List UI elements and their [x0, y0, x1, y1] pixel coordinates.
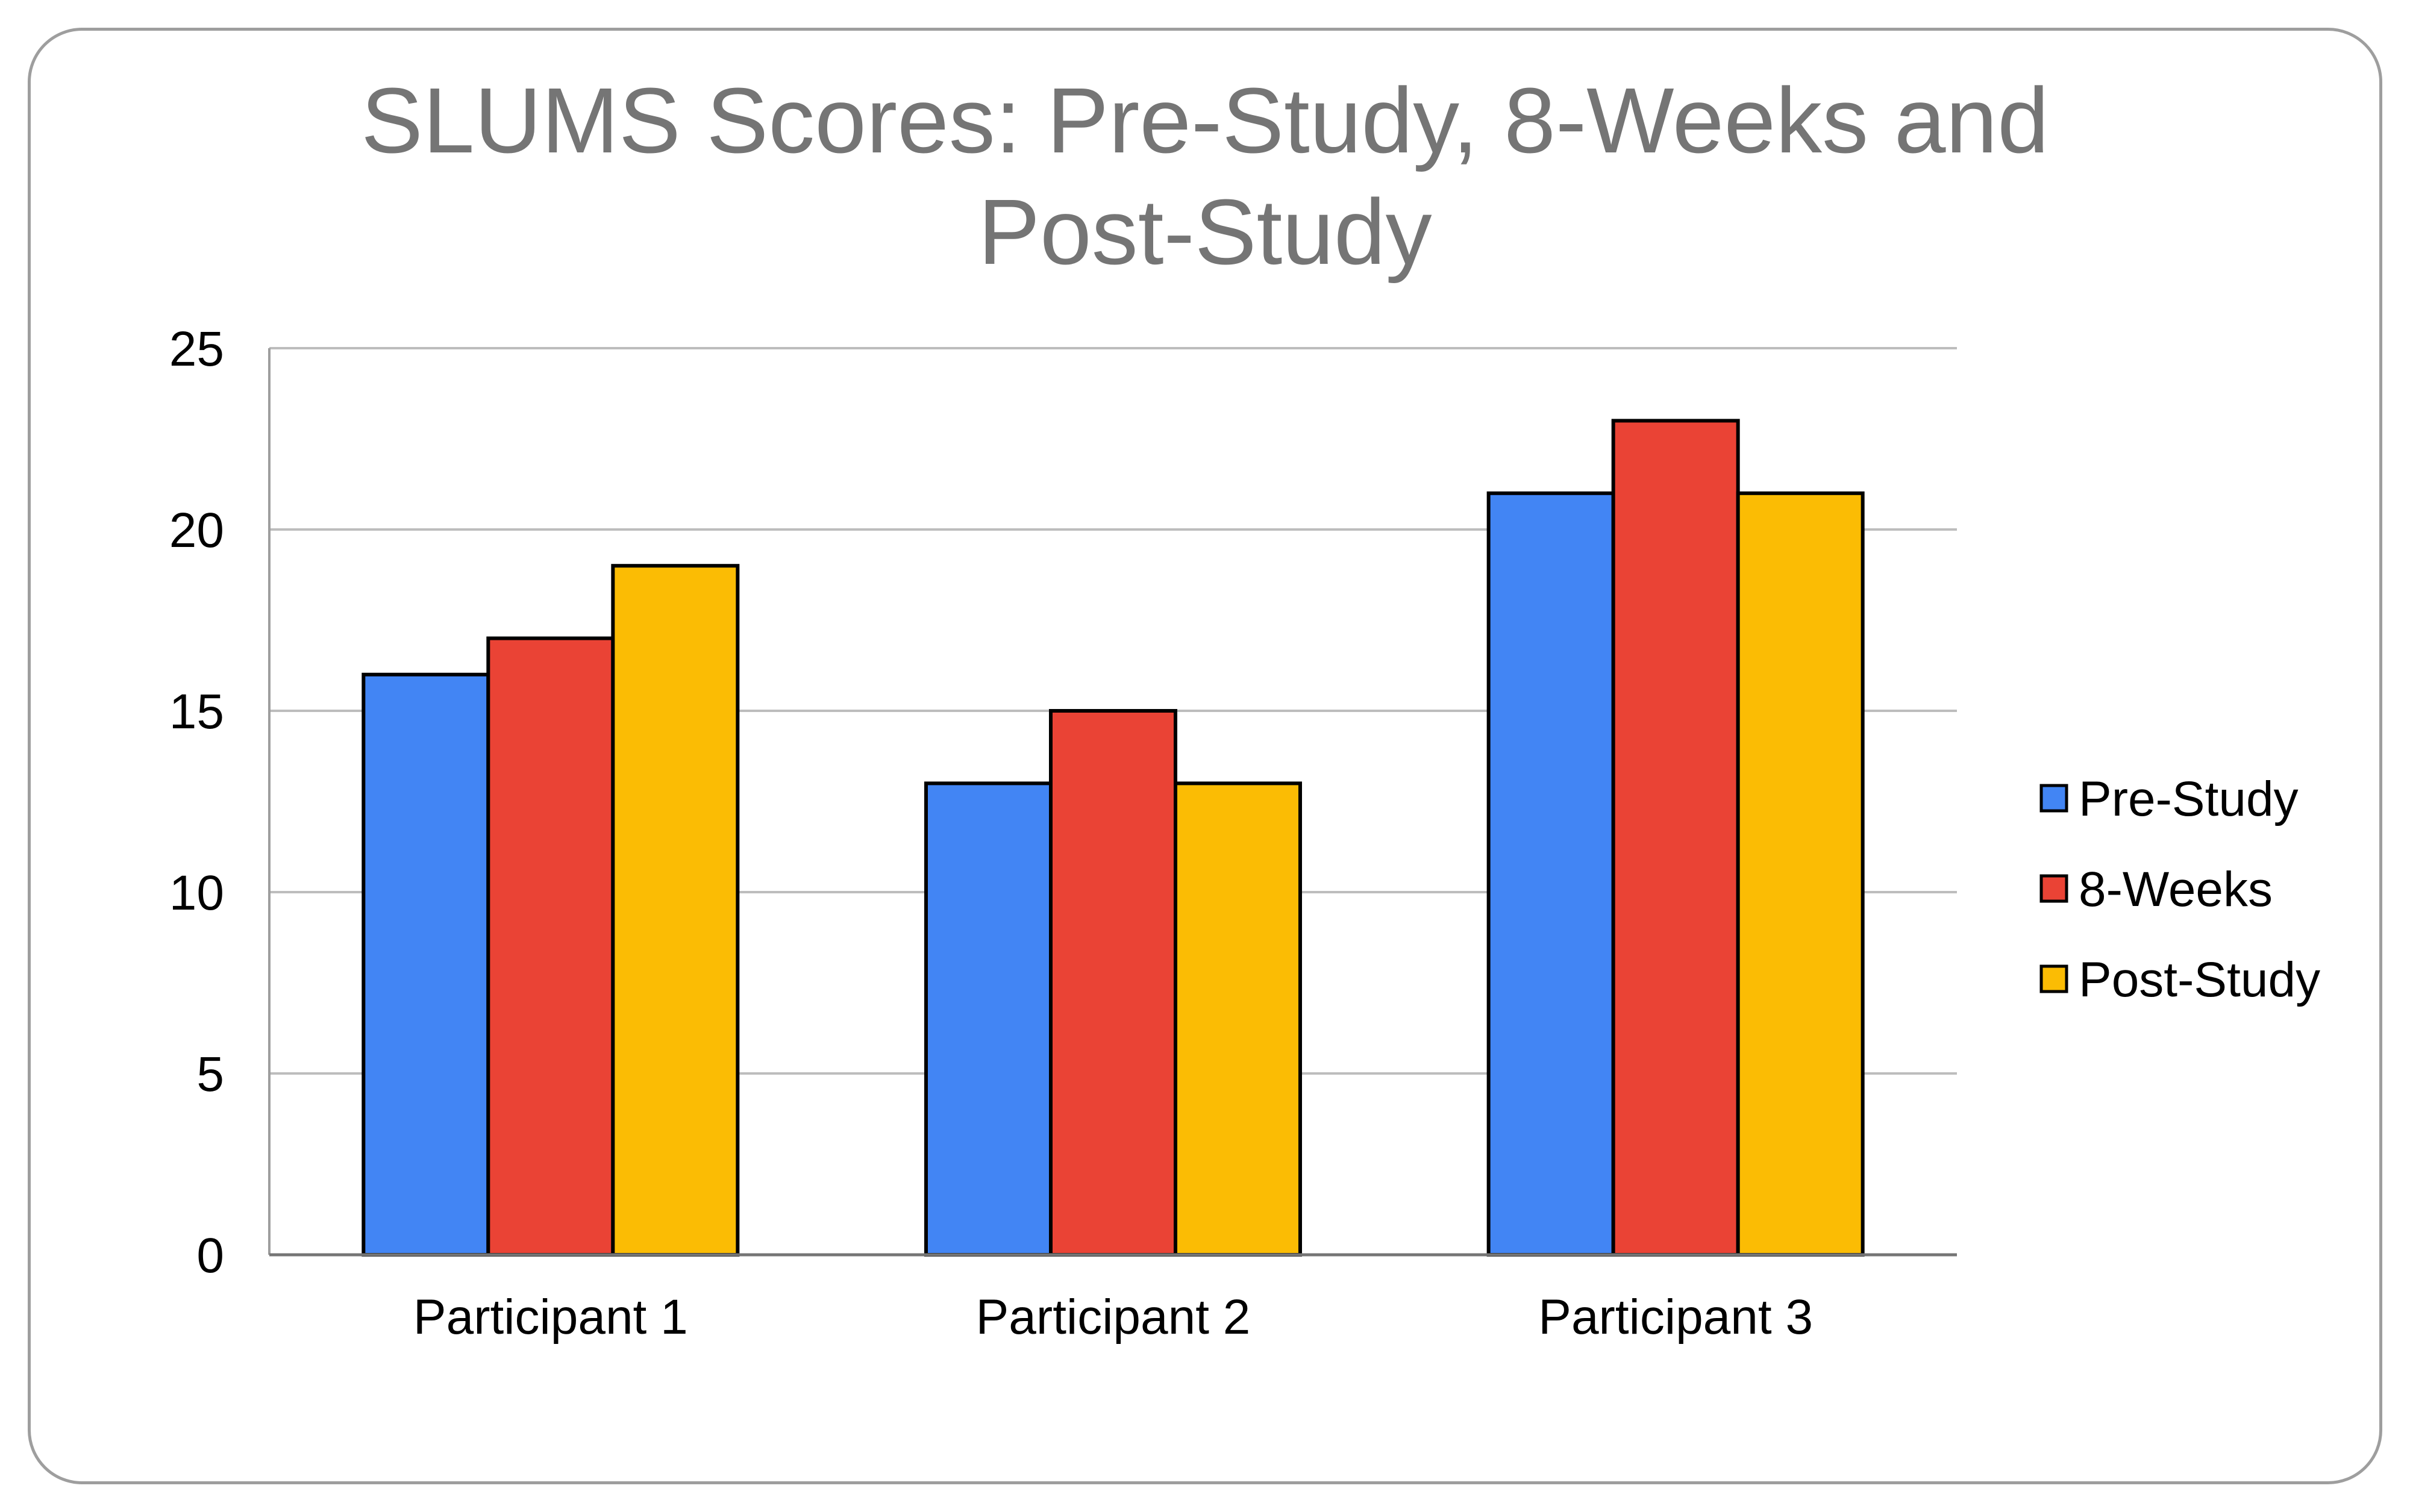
y-tick-label: 10 — [169, 866, 224, 920]
bar-pre-study-2 — [924, 781, 1053, 1257]
bar-8-weeks-1 — [486, 636, 615, 1257]
legend-label: Pre-Study — [2079, 772, 2299, 826]
legend-swatch — [2039, 964, 2068, 993]
legend-label: 8-Weeks — [2079, 862, 2273, 917]
legend: Pre-Study 8-Weeks Post-Study — [2039, 772, 2320, 1007]
bars — [362, 419, 1865, 1257]
y-tick-label: 0 — [196, 1228, 224, 1283]
bar-pre-study-1 — [362, 672, 490, 1257]
x-axis-ticks: Participant 1 Participant 2 Participant 3 — [413, 1290, 1813, 1345]
y-tick-label: 25 — [169, 322, 224, 376]
x-tick-label: Participant 3 — [1538, 1290, 1813, 1345]
chart-title: SLUMS Scores: Pre-Study, 8-Weeks and Pos… — [361, 69, 2049, 284]
y-axis-ticks: 0 5 10 15 20 25 — [169, 322, 224, 1283]
x-tick-label: Participant 1 — [413, 1290, 688, 1345]
axes — [268, 348, 1957, 1257]
y-tick-label: 20 — [169, 503, 224, 558]
bar-pre-study-3 — [1486, 491, 1615, 1257]
y-tick-label: 15 — [169, 684, 224, 739]
legend-swatch — [2039, 784, 2068, 813]
bar-8-weeks-2 — [1049, 709, 1177, 1257]
legend-swatch — [2039, 874, 2068, 903]
bar-post-study-1 — [611, 564, 740, 1257]
chart-title-line-2: Post-Study — [978, 180, 1432, 284]
chart-title-line-1: SLUMS Scores: Pre-Study, 8-Weeks and — [361, 69, 2049, 172]
legend-label: Post-Study — [2079, 952, 2320, 1007]
y-tick-label: 5 — [196, 1047, 224, 1102]
bar-post-study-3 — [1736, 491, 1865, 1257]
x-tick-label: Participant 2 — [976, 1290, 1251, 1345]
bar-8-weeks-3 — [1611, 419, 1740, 1257]
bar-post-study-2 — [1174, 781, 1302, 1257]
